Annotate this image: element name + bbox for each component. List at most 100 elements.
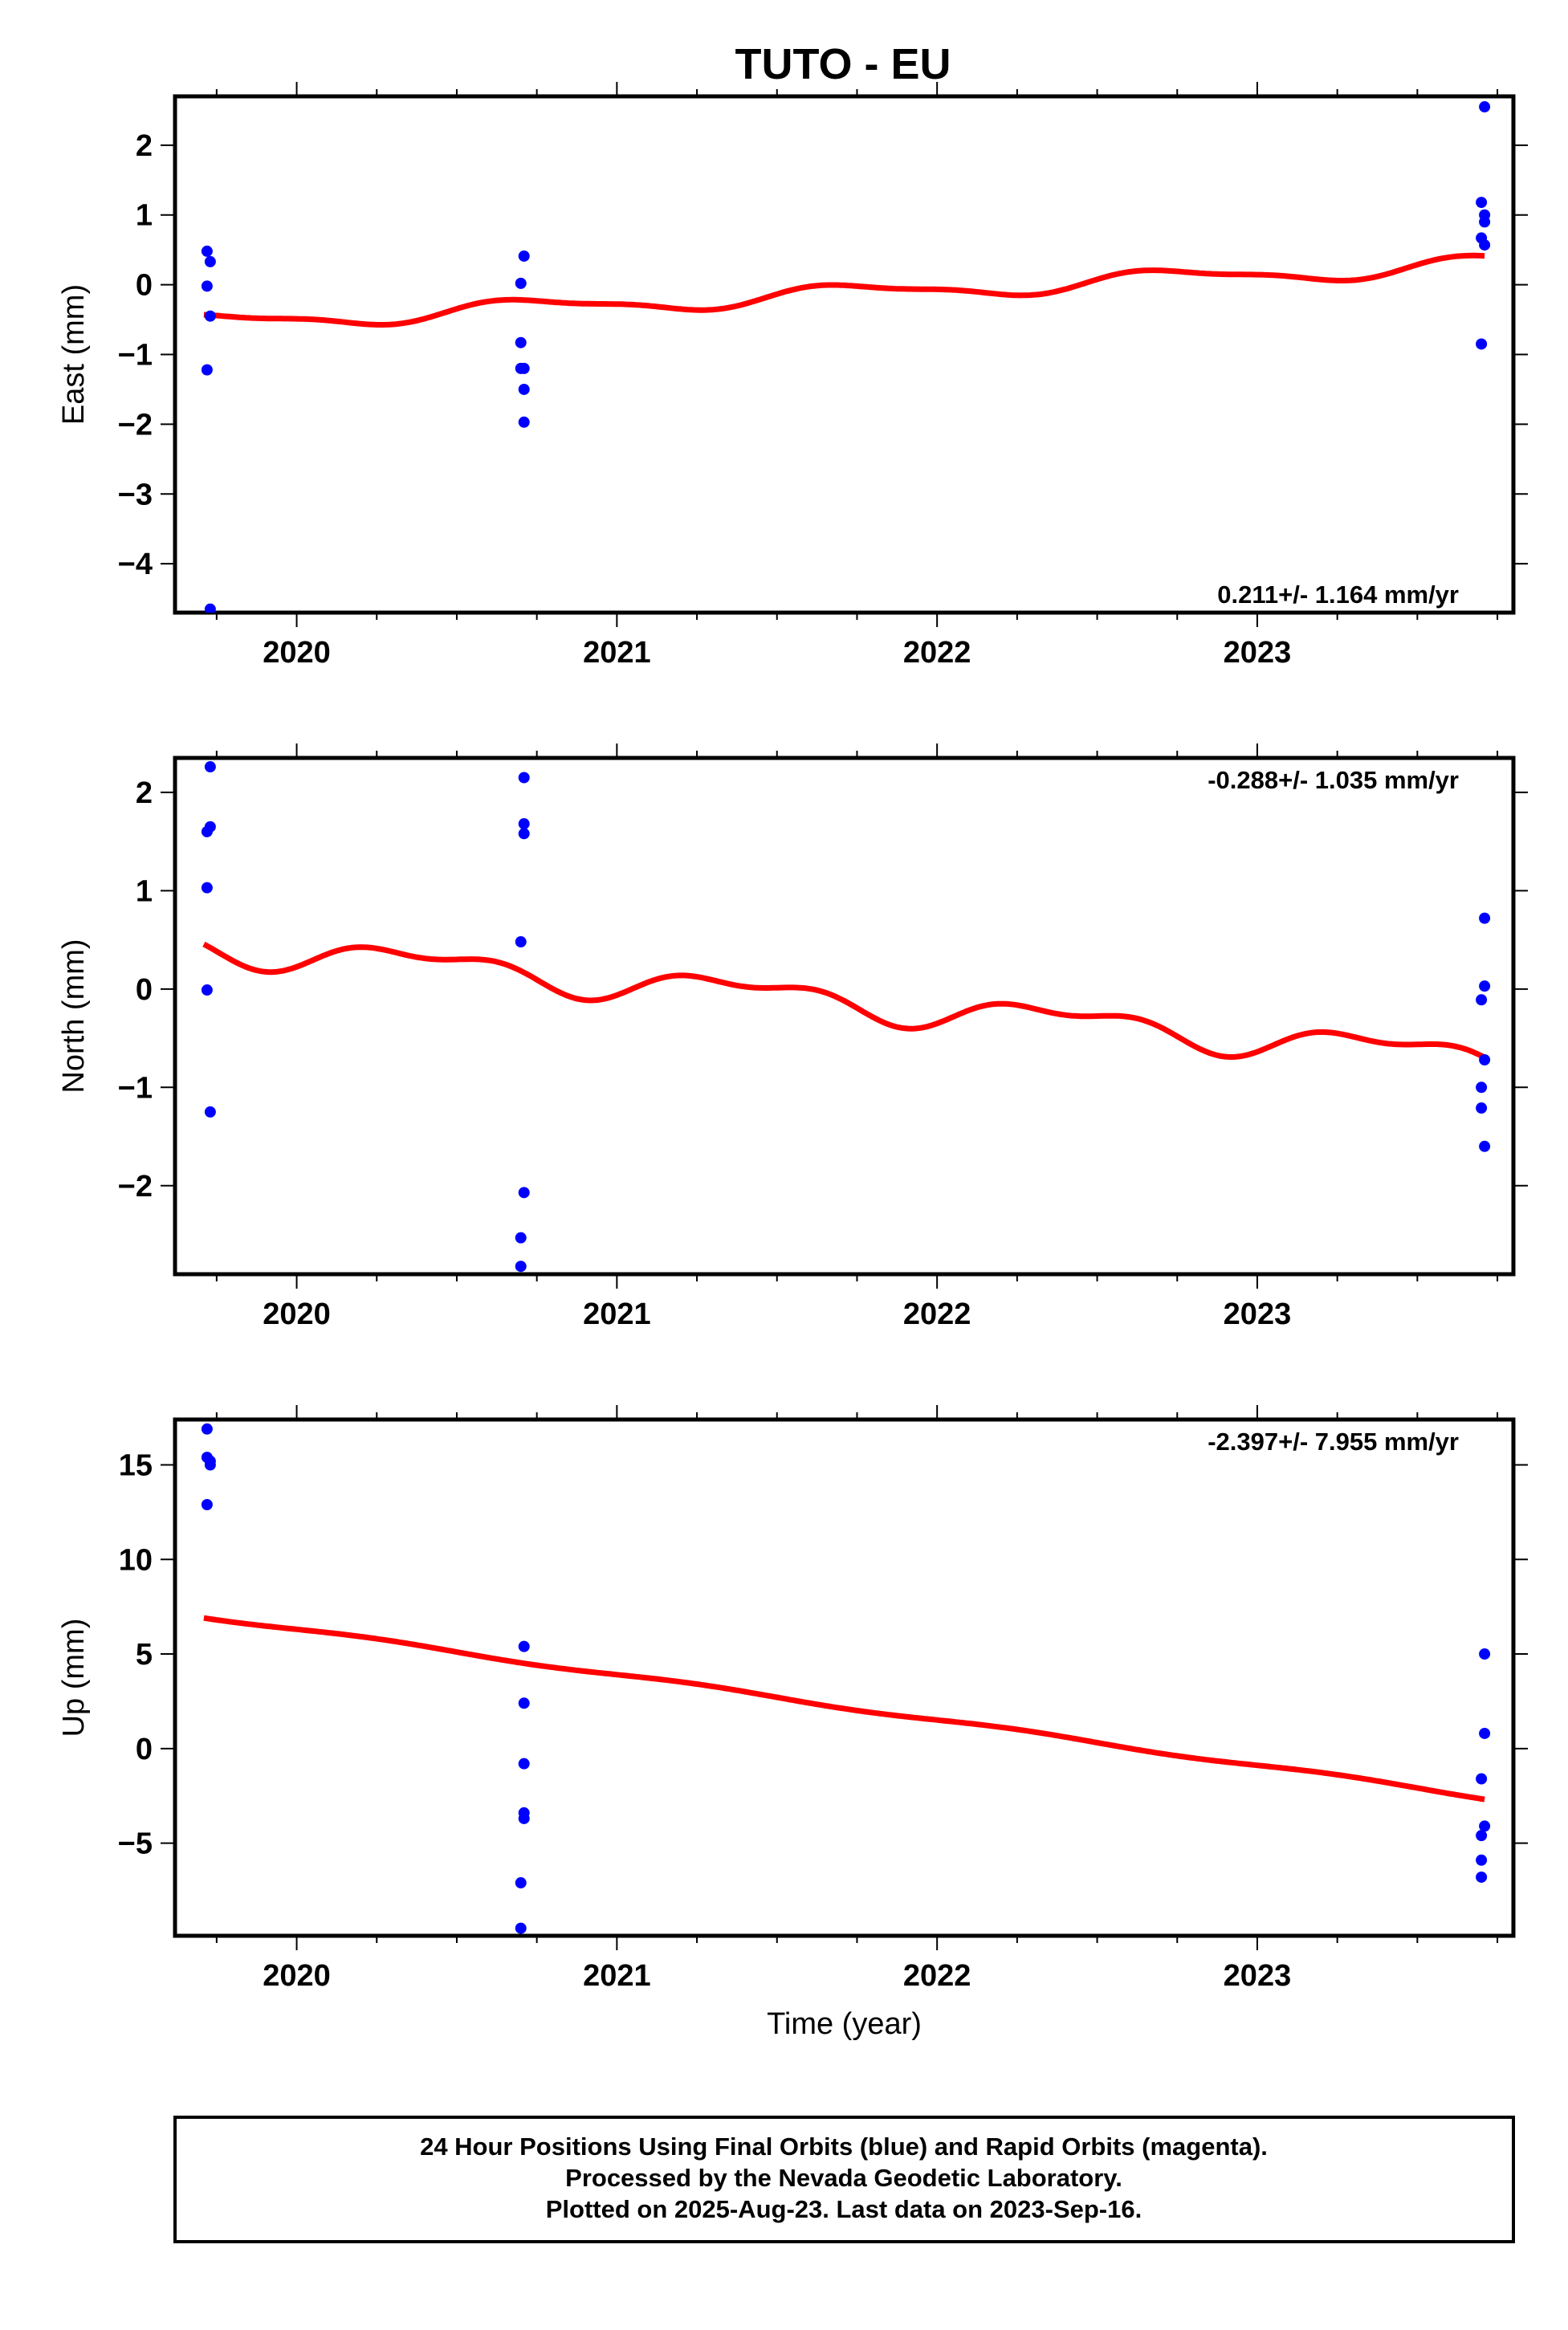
plot-frame: [173, 1417, 1516, 1938]
data-point: [1476, 1081, 1488, 1094]
data-point: [204, 1459, 216, 1471]
y-tick-label: −1: [118, 339, 153, 373]
data-point: [201, 364, 213, 376]
plot-area: [201, 761, 1491, 1273]
data-point: [201, 280, 213, 292]
data-point: [515, 1877, 527, 1889]
y-axis-title: Up (mm): [57, 1619, 91, 1737]
x-tick-label: 2023: [1224, 1959, 1292, 1993]
data-point: [1479, 1054, 1491, 1066]
y-axis-title: East (mm): [57, 284, 91, 425]
panel-east: 2020 2021 2022 2023 2 1 0 −1 −2 −3 −4 East (mm) 0.21…: [57, 82, 1528, 670]
x-tick-label: 2022: [903, 1297, 971, 1331]
footer-box: 24 Hour Positions Using Final Orbits (bl…: [173, 2116, 1515, 2243]
x-tick-label: 2020: [263, 636, 331, 670]
y-tick-label: 15: [119, 1449, 153, 1483]
data-point: [1476, 1830, 1488, 1842]
data-point: [1476, 1773, 1488, 1785]
y-tick-label: −4: [118, 548, 153, 581]
data-point: [518, 362, 530, 374]
plot-area: [201, 101, 1491, 613]
x-axis-title: Time (year): [767, 2007, 922, 2041]
x-tick-label: 2021: [583, 1297, 651, 1331]
data-point: [515, 1261, 527, 1273]
data-point: [201, 882, 213, 894]
x-tick-label: 2021: [583, 636, 651, 670]
model-fit-line: [203, 1615, 1485, 1802]
footer-line-3: Plotted on 2025-Aug-23. Last data on 202…: [546, 2195, 1142, 2223]
plot-frame: [173, 94, 1516, 615]
data-point: [1479, 1648, 1491, 1660]
data-point: [1479, 1727, 1491, 1739]
data-point: [1476, 1854, 1488, 1866]
y-tick-label: 0: [136, 1733, 153, 1766]
data-point: [518, 772, 530, 784]
data-point: [201, 825, 213, 837]
x-tick-label: 2020: [263, 1297, 331, 1331]
data-point: [201, 245, 213, 257]
data-point: [515, 936, 527, 948]
y-tick-label: 0: [136, 973, 153, 1007]
rate-label: -2.397+/- 7.955 mm/yr: [1208, 1428, 1459, 1456]
data-point: [1479, 1820, 1491, 1832]
y-tick-label: 1: [136, 199, 153, 233]
data-point: [204, 255, 216, 267]
data-point: [515, 277, 527, 289]
footer-frame: [173, 2116, 1515, 2243]
data-point: [1476, 338, 1488, 350]
y-axis-title: North (mm): [57, 939, 91, 1093]
data-point: [518, 1697, 530, 1709]
rate-label: -0.288+/- 1.035 mm/yr: [1208, 766, 1459, 794]
data-point: [204, 761, 216, 773]
data-point: [1476, 1102, 1488, 1114]
data-point: [518, 1758, 530, 1770]
data-point: [201, 984, 213, 996]
data-point: [518, 250, 530, 262]
x-tick-label: 2023: [1224, 636, 1292, 670]
x-tick-label: 2020: [263, 1959, 331, 1993]
data-point: [1479, 239, 1491, 251]
model-fit-line: [202, 941, 1486, 1061]
y-tick-label: −5: [118, 1827, 153, 1861]
y-tick-label: 2: [136, 129, 153, 163]
footer-line-2: Processed by the Nevada Geodetic Laborat…: [565, 2164, 1122, 2192]
data-point: [515, 336, 527, 348]
data-point: [518, 1812, 530, 1824]
data-point: [518, 1187, 530, 1199]
data-point: [201, 1498, 213, 1510]
data-point: [518, 383, 530, 395]
footer-line-1: 24 Hour Positions Using Final Orbits (bl…: [420, 2132, 1268, 2161]
data-point: [518, 1640, 530, 1652]
data-point: [1479, 1140, 1491, 1152]
rate-label: 0.211+/- 1.164 mm/yr: [1217, 580, 1459, 609]
data-point: [518, 828, 530, 840]
figure-title: TUTO - EU: [735, 40, 951, 88]
x-tick-label: 2022: [903, 1959, 971, 1993]
plot-area: [201, 1423, 1491, 1934]
data-point: [204, 603, 216, 613]
y-tick-label: 5: [136, 1638, 153, 1672]
data-point: [201, 1423, 213, 1435]
panel-north: 2020 2021 2022 2023 2 1 0 −1 −2 North (mm) -0.288+…: [57, 743, 1528, 1331]
data-point: [518, 416, 530, 428]
data-point: [1479, 912, 1491, 924]
data-point: [1476, 197, 1488, 209]
y-tick-label: 0: [136, 269, 153, 303]
data-point: [204, 1106, 216, 1118]
y-tick-label: −3: [118, 478, 153, 511]
y-tick-label: 2: [136, 776, 153, 810]
model-fit-line: [203, 252, 1485, 328]
plot-frame: [173, 756, 1516, 1277]
y-tick-label: 1: [136, 874, 153, 908]
x-tick-label: 2023: [1224, 1297, 1292, 1331]
y-tick-label: 10: [119, 1543, 153, 1577]
data-point: [518, 818, 530, 830]
y-tick-label: −2: [118, 1170, 153, 1204]
panel-up: 2020 2021 2022 2023 15 10 5 0 −5 Up (mm) Time (yea…: [57, 1405, 1528, 2041]
data-point: [204, 310, 216, 322]
data-point: [1476, 1871, 1488, 1883]
x-tick-label: 2021: [583, 1959, 651, 1993]
data-point: [1476, 994, 1488, 1006]
y-tick-label: −1: [118, 1071, 153, 1105]
